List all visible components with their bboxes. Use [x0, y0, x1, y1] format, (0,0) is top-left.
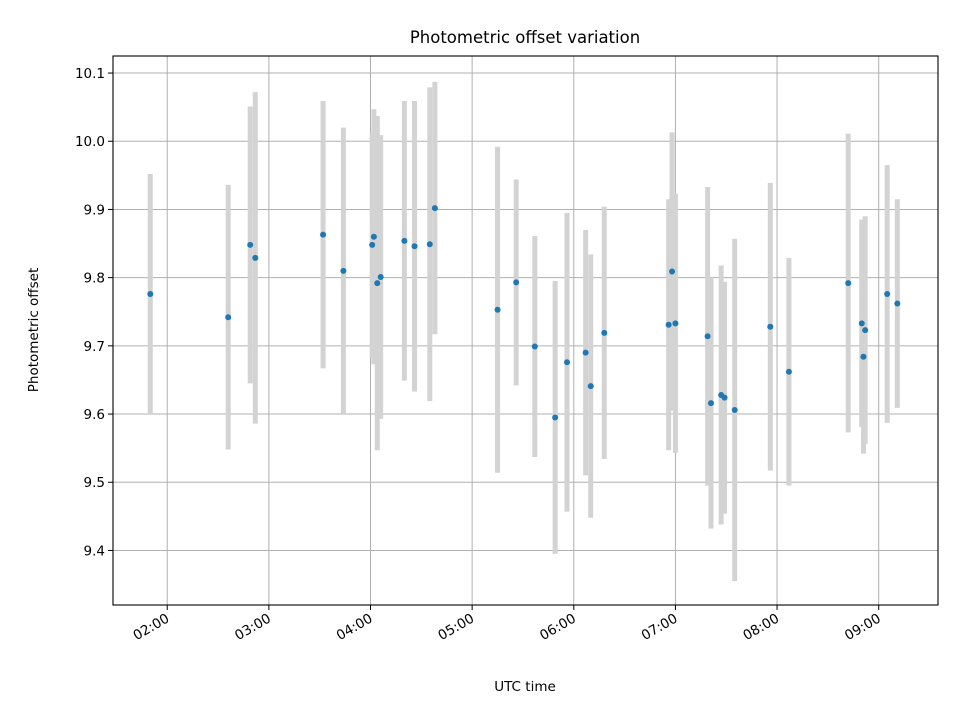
data-point	[858, 320, 865, 327]
data-point	[247, 241, 254, 248]
data-point	[431, 205, 438, 212]
data-point	[785, 368, 792, 375]
data-point	[731, 406, 738, 413]
y-tick-label: 10.0	[75, 134, 105, 150]
y-tick-label: 9.7	[84, 339, 105, 355]
data-point	[582, 349, 589, 356]
data-point	[374, 280, 381, 287]
data-point	[564, 359, 571, 366]
y-axis-label: Photometric offset	[26, 268, 42, 392]
data-point	[494, 306, 501, 313]
data-point	[369, 241, 376, 248]
data-point	[513, 279, 520, 286]
data-point	[587, 383, 594, 390]
data-point	[884, 291, 891, 298]
x-axis-label: UTC time	[494, 679, 556, 695]
data-point	[721, 394, 728, 401]
y-tick-label: 9.6	[84, 407, 105, 423]
data-point	[552, 414, 559, 421]
chart-title: Photometric offset variation	[410, 28, 640, 47]
data-point	[377, 273, 384, 280]
y-tick-label: 9.4	[84, 543, 105, 559]
data-point	[411, 243, 418, 250]
data-point	[401, 237, 408, 244]
y-tick-label: 9.5	[84, 475, 105, 491]
data-point	[665, 321, 672, 328]
data-point	[669, 268, 676, 275]
data-point	[225, 314, 232, 321]
data-point	[252, 254, 259, 261]
plot-frame	[112, 55, 939, 606]
data-point	[370, 233, 377, 240]
data-point	[340, 267, 347, 274]
data-point	[426, 241, 433, 248]
data-point	[845, 280, 852, 287]
data-point	[320, 231, 327, 238]
y-axis-ticks: 9.4 9.5 9.6 9.7 9.8 9.9 10.0 10.1	[75, 66, 113, 559]
y-tick-label: 10.1	[75, 66, 105, 82]
data-point	[704, 333, 711, 340]
data-point	[531, 343, 538, 350]
data-point	[767, 323, 774, 330]
data-point	[707, 400, 714, 407]
data-point	[894, 300, 901, 307]
data-point	[672, 320, 679, 327]
y-tick-label: 9.8	[84, 271, 105, 287]
data-point	[860, 353, 867, 360]
y-tick-label: 9.9	[84, 202, 105, 218]
data-point	[862, 327, 869, 334]
data-point	[147, 291, 154, 298]
data-point	[601, 329, 608, 336]
data-points	[147, 205, 901, 421]
